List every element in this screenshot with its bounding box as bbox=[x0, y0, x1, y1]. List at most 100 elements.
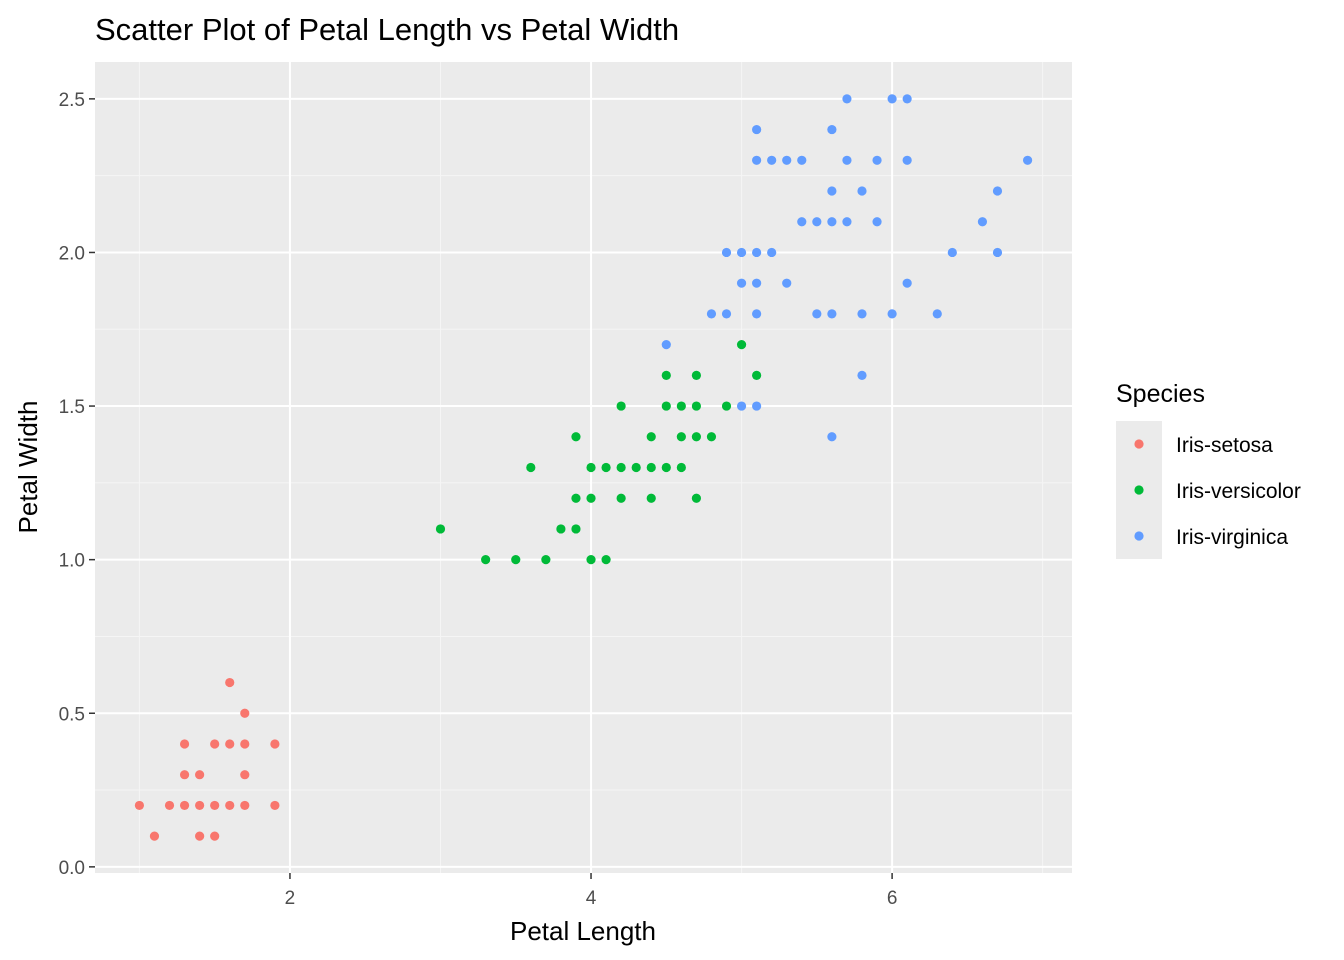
data-point bbox=[616, 401, 626, 411]
legend-key-marker bbox=[1134, 485, 1144, 495]
data-point bbox=[827, 432, 837, 442]
y-tick-label: 2.0 bbox=[59, 243, 85, 264]
data-point bbox=[240, 739, 250, 749]
data-point bbox=[691, 370, 702, 380]
data-point bbox=[857, 309, 867, 319]
data-point bbox=[736, 401, 747, 411]
data-point bbox=[721, 247, 732, 258]
data-point bbox=[752, 247, 762, 258]
data-point bbox=[676, 462, 686, 473]
data-point bbox=[1022, 155, 1033, 165]
data-point bbox=[631, 462, 641, 473]
data-point bbox=[842, 94, 852, 104]
data-point bbox=[195, 831, 205, 841]
data-point bbox=[992, 186, 1003, 196]
data-point bbox=[812, 217, 822, 227]
data-point bbox=[270, 800, 280, 811]
data-point bbox=[736, 278, 747, 288]
data-point bbox=[827, 186, 837, 196]
y-tick-label: 0.0 bbox=[59, 858, 85, 879]
data-point bbox=[902, 94, 912, 104]
data-point bbox=[240, 708, 250, 718]
data-point bbox=[676, 432, 686, 442]
data-point bbox=[752, 401, 762, 411]
data-point bbox=[601, 555, 611, 565]
data-point bbox=[752, 155, 762, 165]
data-point bbox=[721, 309, 732, 319]
data-point bbox=[691, 432, 702, 442]
data-point bbox=[195, 770, 205, 780]
data-point bbox=[752, 309, 762, 319]
data-point bbox=[195, 800, 205, 811]
minor-gridlines bbox=[95, 62, 1072, 873]
legend-label: Iris-versicolor bbox=[1176, 480, 1301, 503]
y-axis-title: Petal Width bbox=[13, 401, 43, 534]
data-point bbox=[812, 309, 822, 319]
data-point bbox=[736, 247, 747, 258]
data-point bbox=[767, 155, 777, 165]
data-point bbox=[225, 677, 235, 688]
legend: Species Iris-setosa Iris-versicolor Iris-v… bbox=[1116, 380, 1301, 559]
data-point bbox=[782, 155, 792, 165]
data-point bbox=[842, 155, 852, 165]
data-point bbox=[601, 462, 611, 473]
data-point bbox=[827, 309, 837, 319]
data-point bbox=[571, 524, 581, 534]
data-point bbox=[767, 247, 777, 258]
x-tick-label: 4 bbox=[586, 888, 597, 909]
data-point bbox=[947, 247, 957, 258]
plot-panel bbox=[95, 62, 1072, 873]
data-point bbox=[661, 340, 671, 350]
data-point bbox=[240, 800, 250, 811]
data-point bbox=[842, 217, 852, 227]
data-point bbox=[210, 800, 220, 811]
data-point bbox=[149, 831, 160, 841]
y-tick-label: 0.5 bbox=[59, 704, 85, 725]
data-point bbox=[646, 493, 656, 503]
data-point bbox=[571, 493, 581, 503]
data-point bbox=[556, 524, 566, 534]
data-point bbox=[435, 524, 446, 534]
data-point bbox=[872, 217, 882, 227]
data-point bbox=[481, 555, 491, 565]
data-point bbox=[736, 340, 747, 350]
data-point bbox=[586, 493, 596, 503]
data-point bbox=[706, 309, 717, 319]
data-point bbox=[586, 555, 596, 565]
chart-title: Scatter Plot of Petal Length vs Petal Wi… bbox=[95, 12, 679, 47]
data-point bbox=[857, 370, 867, 380]
data-point bbox=[179, 770, 190, 780]
data-point bbox=[827, 124, 837, 135]
data-point bbox=[827, 217, 837, 227]
legend-title: Species bbox=[1116, 380, 1205, 408]
data-point bbox=[857, 186, 867, 196]
data-point bbox=[902, 155, 912, 165]
y-axis: 0.0 0.5 1.0 1.5 2.0 2.5 bbox=[59, 90, 95, 879]
data-point bbox=[270, 739, 280, 749]
data-point bbox=[586, 462, 596, 473]
x-tick-label: 6 bbox=[887, 888, 898, 909]
data-point bbox=[872, 155, 882, 165]
data-point bbox=[932, 309, 942, 319]
data-point bbox=[721, 401, 732, 411]
data-point bbox=[134, 800, 145, 811]
data-point bbox=[691, 493, 702, 503]
y-tick-label: 1.5 bbox=[59, 397, 85, 418]
data-point bbox=[752, 278, 762, 288]
data-point bbox=[661, 462, 671, 473]
data-point bbox=[511, 555, 521, 565]
data-point bbox=[179, 800, 190, 811]
data-point bbox=[240, 770, 250, 780]
data-point bbox=[210, 739, 220, 749]
data-point bbox=[225, 739, 235, 749]
data-point bbox=[782, 278, 792, 288]
data-point bbox=[646, 462, 656, 473]
x-axis-title: Petal Length bbox=[510, 916, 656, 946]
data-point bbox=[616, 493, 626, 503]
data-point bbox=[887, 309, 897, 319]
data-point bbox=[752, 124, 762, 135]
data-point bbox=[691, 401, 702, 411]
legend-label: Iris-setosa bbox=[1176, 434, 1273, 457]
